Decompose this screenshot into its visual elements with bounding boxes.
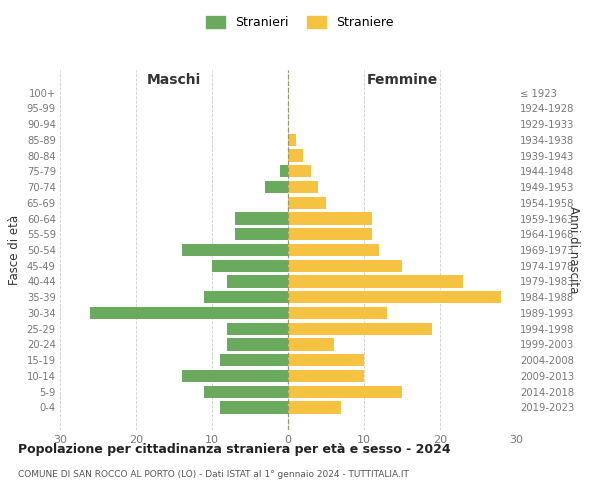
Bar: [227, 338, 288, 350]
Bar: [182, 370, 288, 382]
Bar: [91, 307, 288, 319]
Y-axis label: Fasce di età: Fasce di età: [8, 215, 21, 285]
Bar: [182, 244, 288, 256]
Text: Femmine: Femmine: [367, 73, 437, 87]
Text: Maschi: Maschi: [147, 73, 201, 87]
Bar: [288, 228, 371, 240]
Bar: [288, 181, 319, 193]
Bar: [288, 386, 402, 398]
Bar: [288, 244, 379, 256]
Bar: [288, 196, 326, 209]
Bar: [235, 228, 288, 240]
Bar: [235, 212, 288, 224]
Bar: [212, 260, 288, 272]
Bar: [205, 291, 288, 304]
Bar: [220, 354, 288, 366]
Bar: [288, 307, 387, 319]
Text: COMUNE DI SAN ROCCO AL PORTO (LO) - Dati ISTAT al 1° gennaio 2024 - TUTTITALIA.I: COMUNE DI SAN ROCCO AL PORTO (LO) - Dati…: [18, 470, 409, 479]
Bar: [288, 402, 341, 413]
Bar: [288, 291, 501, 304]
Bar: [205, 386, 288, 398]
Legend: Stranieri, Straniere: Stranieri, Straniere: [202, 11, 398, 34]
Bar: [227, 276, 288, 287]
Bar: [220, 402, 288, 413]
Bar: [288, 338, 334, 350]
Bar: [265, 181, 288, 193]
Bar: [280, 165, 288, 177]
Bar: [288, 370, 364, 382]
Bar: [288, 212, 371, 224]
Text: Popolazione per cittadinanza straniera per età e sesso - 2024: Popolazione per cittadinanza straniera p…: [18, 442, 451, 456]
Bar: [288, 134, 296, 146]
Bar: [288, 276, 463, 287]
Y-axis label: Anni di nascita: Anni di nascita: [567, 206, 580, 294]
Bar: [288, 165, 311, 177]
Bar: [288, 354, 364, 366]
Bar: [227, 322, 288, 335]
Bar: [288, 322, 433, 335]
Bar: [288, 260, 402, 272]
Bar: [288, 150, 303, 162]
